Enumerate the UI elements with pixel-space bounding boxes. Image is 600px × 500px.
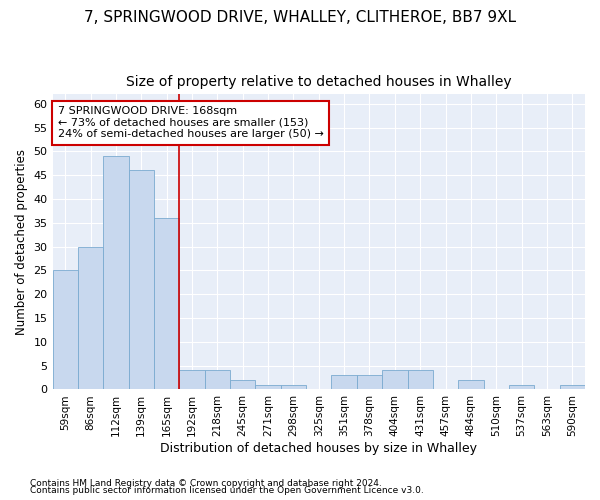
Bar: [458, 380, 484, 390]
Bar: [179, 370, 205, 390]
Y-axis label: Number of detached properties: Number of detached properties: [15, 149, 28, 335]
X-axis label: Distribution of detached houses by size in Whalley: Distribution of detached houses by size …: [160, 442, 477, 455]
Bar: [205, 370, 230, 390]
Bar: [53, 270, 78, 390]
Bar: [103, 156, 128, 390]
Bar: [407, 370, 433, 390]
Bar: [256, 384, 281, 390]
Bar: [357, 375, 382, 390]
Text: 7, SPRINGWOOD DRIVE, WHALLEY, CLITHEROE, BB7 9XL: 7, SPRINGWOOD DRIVE, WHALLEY, CLITHEROE,…: [84, 10, 516, 25]
Title: Size of property relative to detached houses in Whalley: Size of property relative to detached ho…: [126, 75, 512, 89]
Text: Contains public sector information licensed under the Open Government Licence v3: Contains public sector information licen…: [30, 486, 424, 495]
Bar: [331, 375, 357, 390]
Text: 7 SPRINGWOOD DRIVE: 168sqm
← 73% of detached houses are smaller (153)
24% of sem: 7 SPRINGWOOD DRIVE: 168sqm ← 73% of deta…: [58, 106, 323, 140]
Bar: [128, 170, 154, 390]
Bar: [230, 380, 256, 390]
Bar: [560, 384, 585, 390]
Bar: [509, 384, 534, 390]
Bar: [281, 384, 306, 390]
Bar: [382, 370, 407, 390]
Bar: [154, 218, 179, 390]
Text: Contains HM Land Registry data © Crown copyright and database right 2024.: Contains HM Land Registry data © Crown c…: [30, 478, 382, 488]
Bar: [78, 246, 103, 390]
